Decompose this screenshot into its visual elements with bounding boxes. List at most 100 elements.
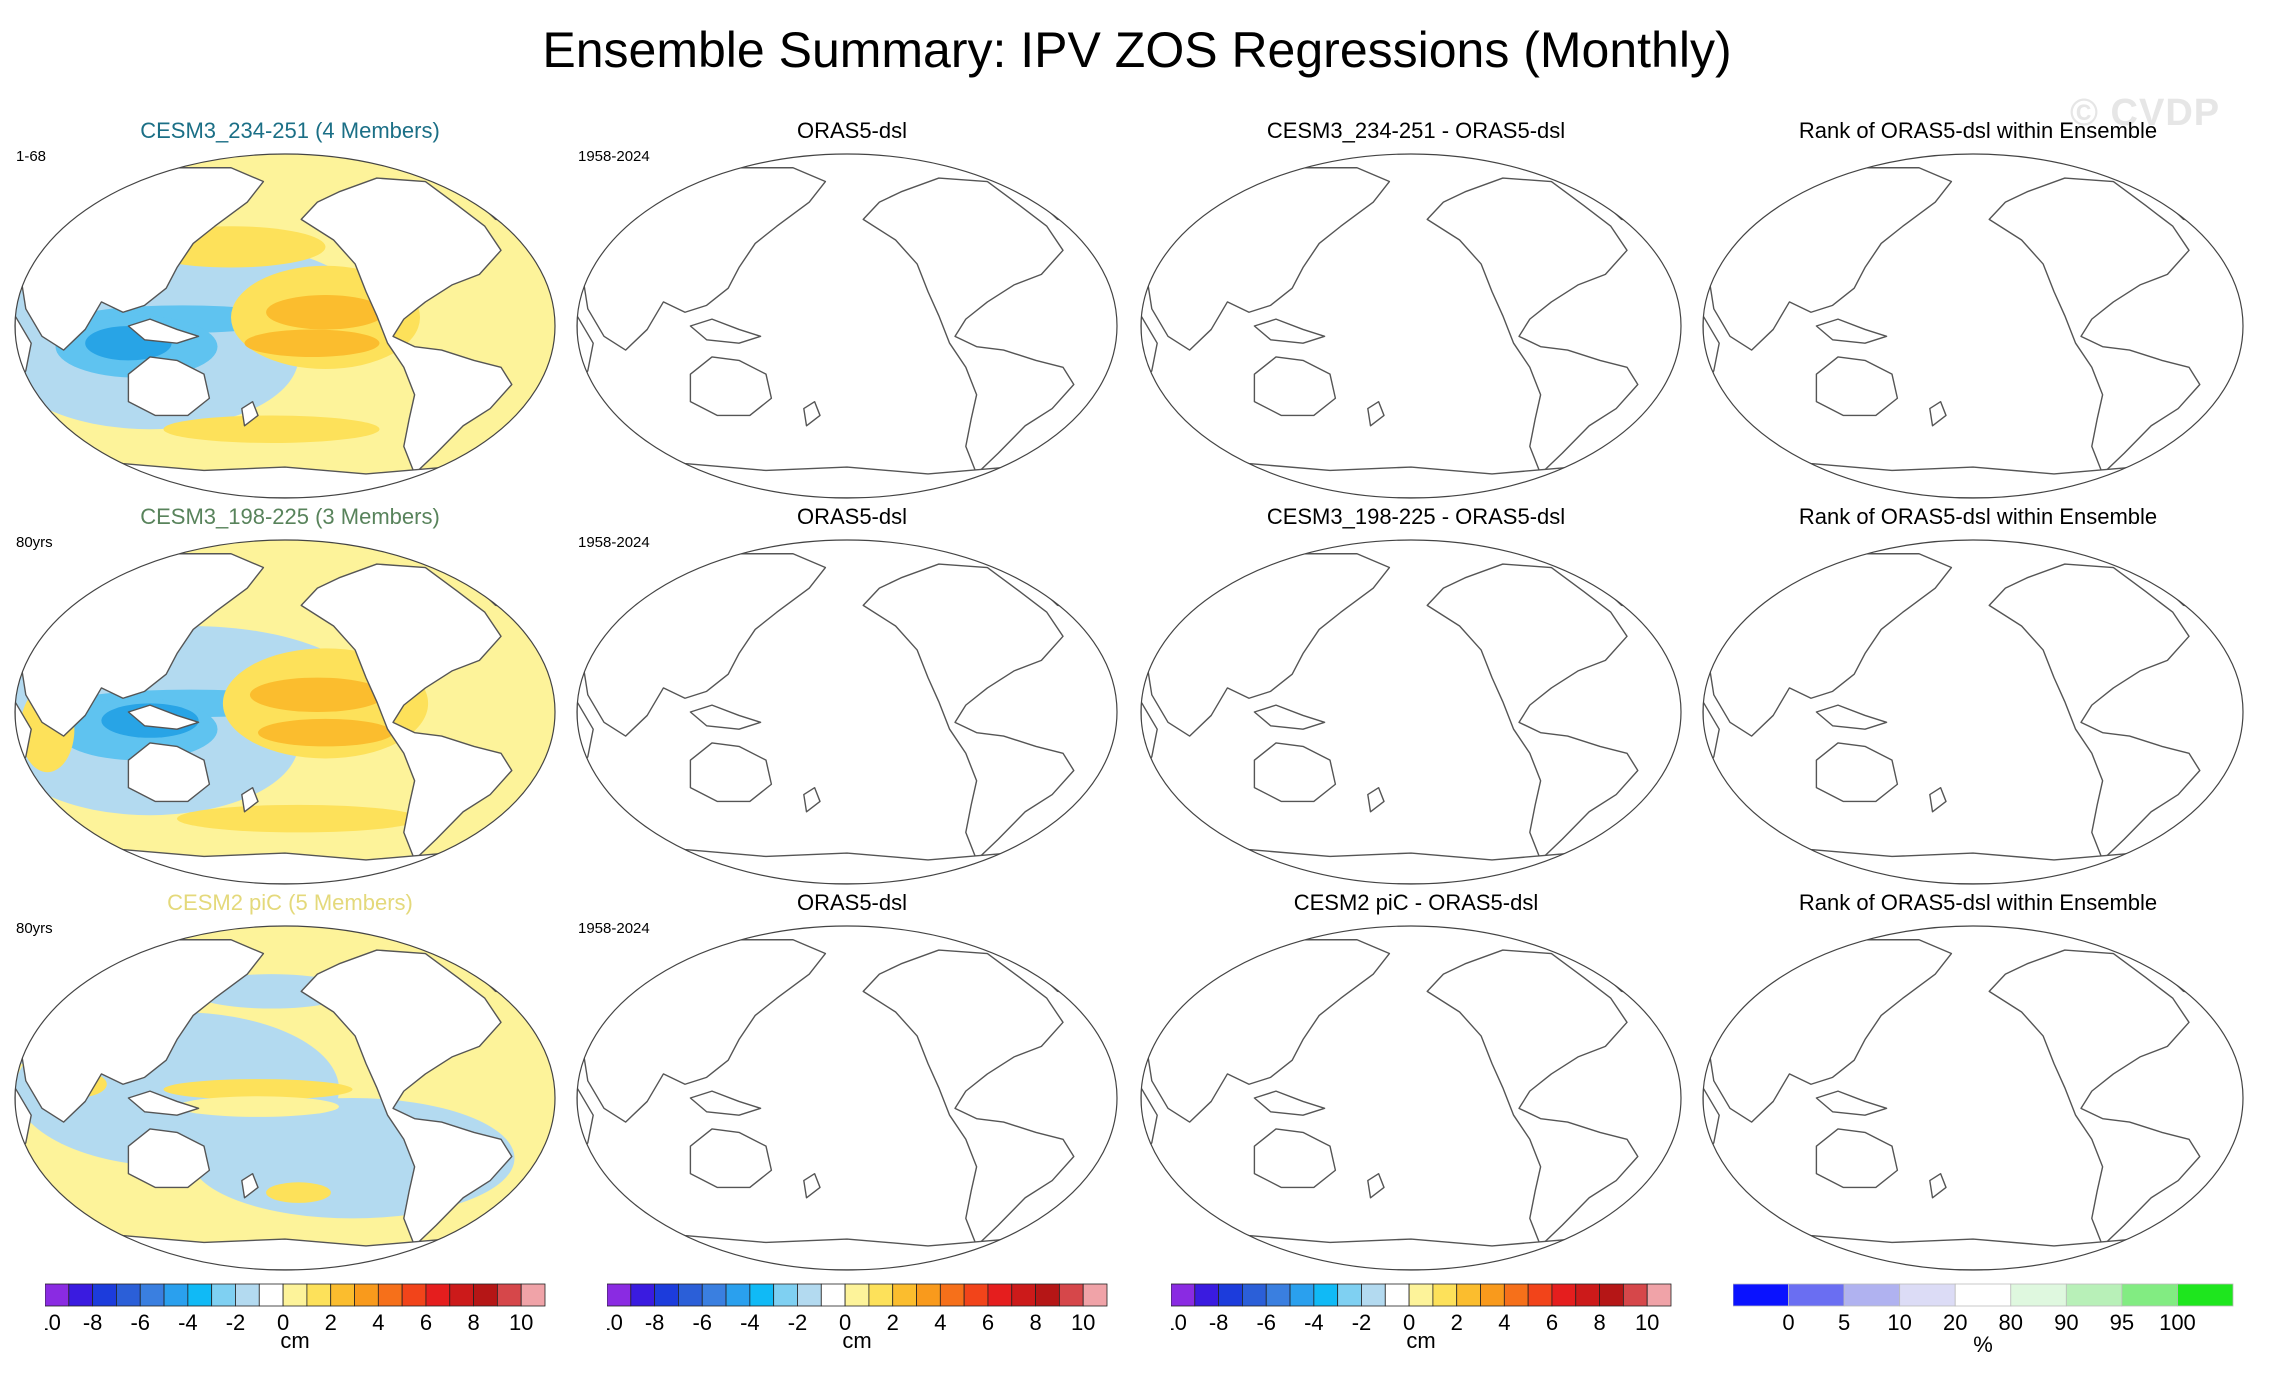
land-greenland (1599, 170, 1661, 224)
land-americas (300, 949, 513, 1247)
colorbar-tick-label: -10 (45, 1310, 61, 1335)
map-panel-r2-c1: CESM3_198-225 (3 Members) 80yrs (10, 504, 570, 894)
panel-title: CESM3_234-251 - ORAS5-dsl (1266, 118, 1566, 143)
rank-colorbar-swatch (2177, 1283, 2234, 1307)
panel-title: ORAS5-dsl (796, 118, 908, 143)
colorbar-swatch (425, 1283, 451, 1307)
colorbar-tick-label: 6 (1546, 1310, 1558, 1335)
land-americas (300, 563, 513, 861)
colorbar-swatch (520, 1283, 546, 1307)
colorbar-swatch (654, 1283, 679, 1307)
land-indonesia (1253, 318, 1326, 344)
colorbar-unit: cm (1406, 1328, 1436, 1353)
panel-title: Rank of ORAS5-dsl within Ensemble (1798, 118, 2158, 143)
colorbar-swatch (939, 1283, 965, 1307)
colorbar-tick-label: 6 (982, 1310, 994, 1335)
land-americas (1988, 177, 2201, 475)
colorbar-swatch (1599, 1283, 1624, 1307)
land-australia (1253, 742, 1337, 803)
colorbar-swatch (820, 1283, 846, 1307)
colorbar-tick-label: -8 (83, 1310, 103, 1335)
colorbar-swatch (1082, 1283, 1108, 1307)
land-americas (1426, 177, 1639, 475)
colorbar-swatch (963, 1283, 989, 1307)
colorbar-tick-label: 8 (1593, 1310, 1605, 1335)
map-panel-r3-c1: CESM2 piC (5 Members) 80yrs (10, 890, 570, 1280)
land-australia (689, 356, 773, 417)
land-australia (1253, 356, 1337, 417)
world-map (1702, 539, 2244, 885)
colorbar-swatch (1551, 1283, 1577, 1307)
land-australia (127, 1128, 211, 1189)
colorbar-swatch (892, 1283, 917, 1307)
colorbar-swatch (701, 1283, 727, 1307)
colorbar-swatch (1313, 1283, 1339, 1307)
land-greenland (2161, 170, 2223, 224)
colorbar-tick-label: -4 (178, 1310, 198, 1335)
colorbar-swatch (282, 1283, 308, 1307)
world-map (14, 925, 556, 1271)
land-australia (689, 1128, 773, 1189)
colorbar-swatch (496, 1283, 522, 1307)
colorbar-tick-label: -2 (788, 1310, 808, 1335)
map-outline (576, 539, 1118, 885)
land-americas (300, 177, 513, 475)
colorbar-swatch (211, 1283, 236, 1307)
colorbar-swatch (377, 1283, 403, 1307)
map-outline (1140, 153, 1682, 499)
colorbar-unit: cm (842, 1328, 872, 1353)
land-greenland (2161, 942, 2223, 996)
land-greenland (2161, 556, 2223, 610)
colorbar-swatch (354, 1283, 379, 1307)
colorbar-swatch (163, 1283, 189, 1307)
colorbar-swatch (1432, 1283, 1458, 1307)
colorbar-swatch (258, 1283, 284, 1307)
rank-tick-label: 20 (1943, 1310, 1967, 1335)
colorbar-tick-label: -4 (740, 1310, 760, 1335)
colorbar-tick-label: -10 (607, 1310, 623, 1335)
colorbar-tick-label: 2 (887, 1310, 899, 1335)
rank-tick-label: 80 (1999, 1310, 2023, 1335)
land-indonesia (127, 704, 200, 730)
rank-colorbar-swatch (2065, 1283, 2123, 1307)
colorbar-tick-label: 8 (467, 1310, 479, 1335)
colorbar-swatch (1503, 1283, 1529, 1307)
colorbar-swatch (45, 1283, 70, 1307)
map-outline (1702, 539, 2244, 885)
land-newzealand (803, 786, 821, 813)
colorbar-tick-label: 0 (839, 1310, 851, 1335)
rank-tick-label: 0 (1782, 1310, 1794, 1335)
map-outline (14, 153, 556, 499)
world-map (1140, 539, 1682, 885)
land-indonesia (689, 704, 762, 730)
panel-title: CESM3_198-225 (3 Members) (140, 504, 440, 529)
land-greenland (1035, 942, 1097, 996)
colorbar-swatch (1361, 1283, 1386, 1307)
land-greenland (1035, 170, 1097, 224)
land-newzealand (241, 786, 259, 813)
land-australia (1815, 1128, 1899, 1189)
panel-period-label: 80yrs (16, 534, 53, 551)
rank-colorbar-swatch (1954, 1283, 2012, 1307)
land-newzealand (1929, 400, 1947, 427)
land-newzealand (241, 1172, 259, 1199)
panel-title: CESM2 piC - ORAS5-dsl (1293, 890, 1539, 915)
land-newzealand (1367, 1172, 1385, 1199)
colorbar-swatch (1337, 1283, 1362, 1307)
rank-colorbar-swatch (1899, 1283, 1956, 1307)
panel-title: CESM3_198-225 - ORAS5-dsl (1266, 504, 1566, 529)
rank-tick-label: 100 (2159, 1310, 2196, 1335)
colorbar-swatch (116, 1283, 141, 1307)
map-outline (1702, 153, 2244, 499)
colorbar-tick-label: 10 (1071, 1310, 1095, 1335)
map-panel-r1-c1: CESM3_234-251 (4 Members) 1-68 (10, 118, 570, 508)
land-indonesia (1815, 1090, 1888, 1116)
colorbar-swatch (187, 1283, 213, 1307)
colorbar-swatch (987, 1283, 1013, 1307)
panel-title: CESM3_234-251 (4 Members) (140, 118, 440, 143)
panel-period-label: 1958-2024 (578, 920, 650, 937)
regression-colorbar-1: -10 -8 -6 -4 -2 0 2 4 6 8 10 cm (45, 1282, 585, 1362)
colorbar-swatch (630, 1283, 656, 1307)
panel-period-label: 1-68 (16, 148, 47, 165)
land-newzealand (1929, 786, 1947, 813)
